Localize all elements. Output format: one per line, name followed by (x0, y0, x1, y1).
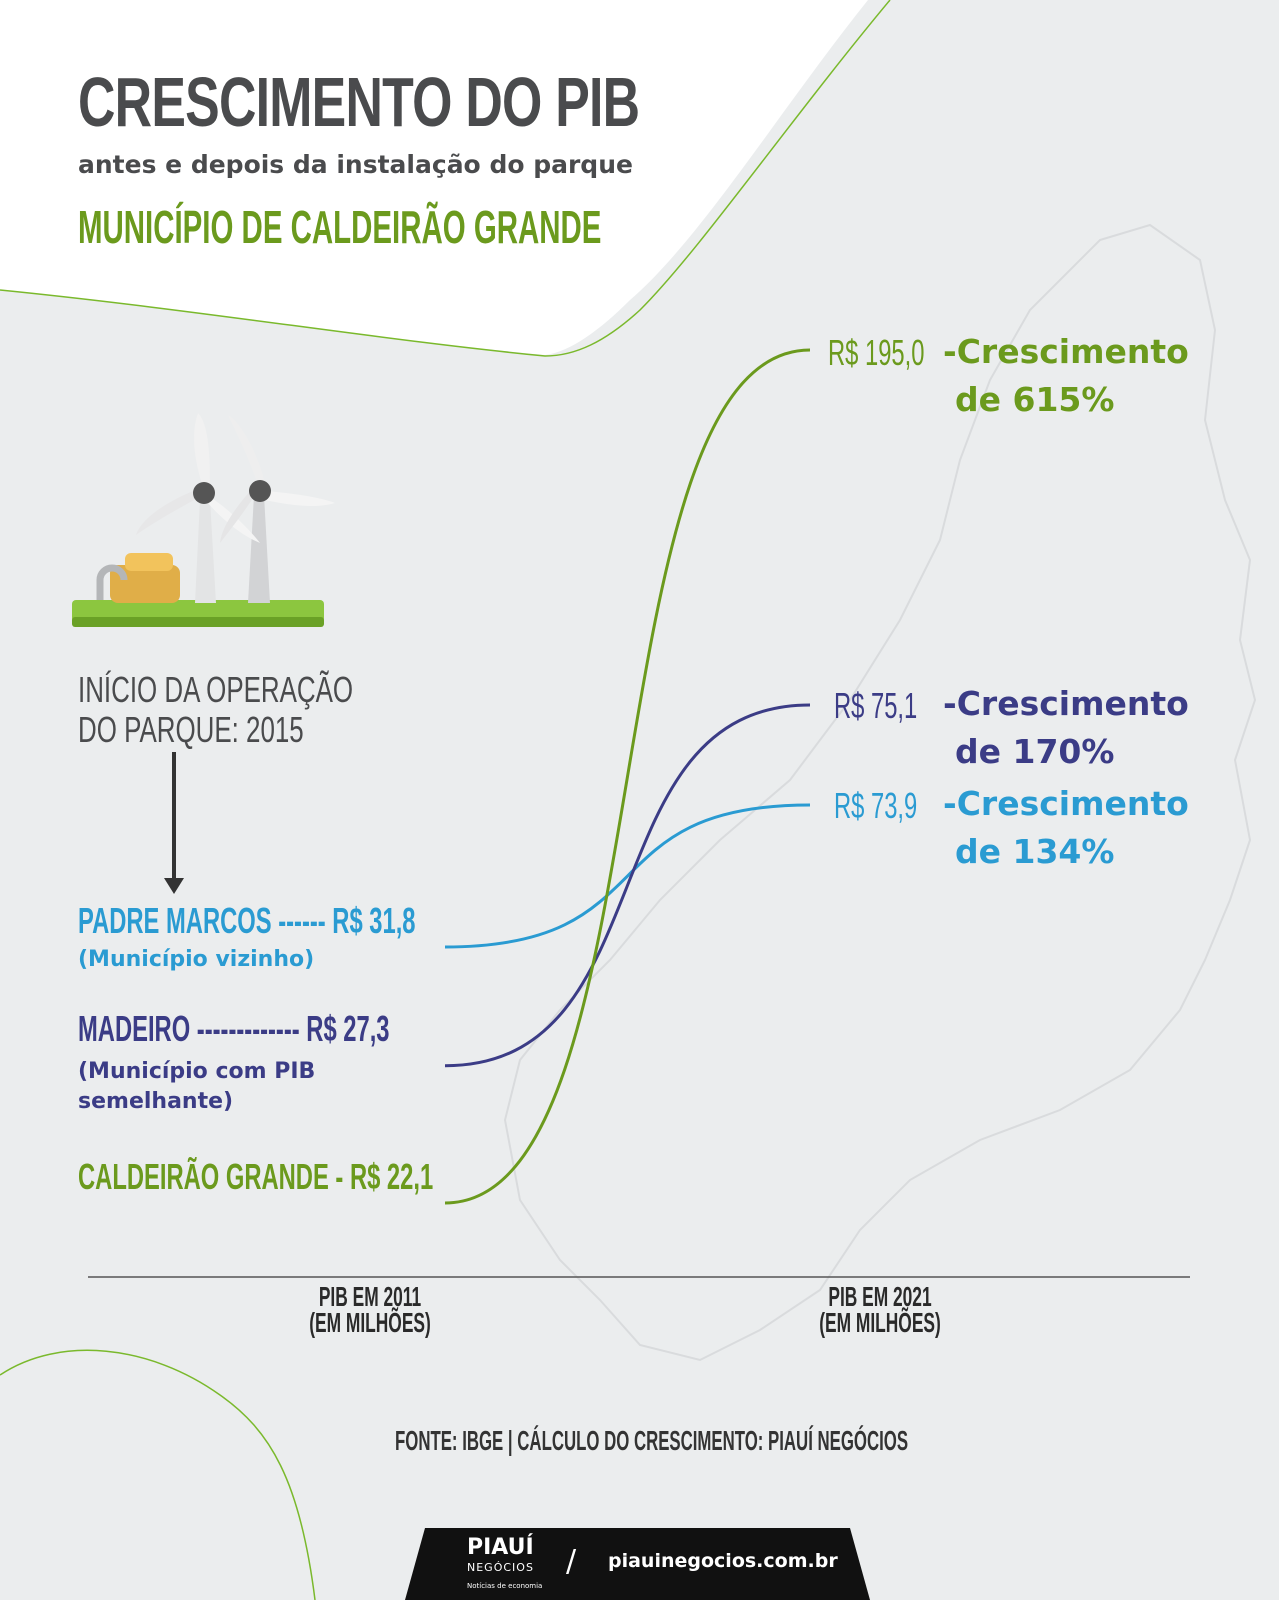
series-name: MADEIRO (78, 1008, 191, 1049)
value-label: R$ 22,1 (349, 1156, 434, 1197)
leader-dashes: ------------- (196, 1008, 300, 1049)
operation-start-line-1: INÍCIO DA OPERAÇÃO (78, 669, 354, 710)
value-label: R$ 27,3 (306, 1008, 390, 1049)
value-madeiro-2021: R$ 75,1 (834, 685, 918, 726)
municipality-heading: MUNICÍPIO DE CALDEIRÃO GRANDE (78, 201, 602, 253)
value-label: R$ 31,8 (332, 900, 416, 941)
header-white-panel (0, 0, 868, 355)
website-link[interactable]: piauinegocios.com.br (608, 1550, 838, 1572)
series-name: CALDEIRÃO GRANDE (78, 1156, 329, 1197)
growth-line-1: -Crescimento (943, 684, 1189, 723)
x-label-line-2: (EM MILHÕES) (819, 1307, 941, 1338)
header-accent-line (0, 0, 891, 357)
leader-dashes: - (335, 1156, 344, 1197)
logo-subtext: NEGÓCIOS (467, 1561, 534, 1574)
value-padre-marcos-2021: R$ 73,9 (834, 785, 918, 826)
x-label-2011: PIB EM 2011 (EM MILHÕES) (289, 1281, 450, 1338)
operation-start-label: INÍCIO DA OPERAÇÃO DO PARQUE: 2015 (78, 670, 353, 750)
series-line-2 (444, 348, 811, 1205)
page-title: CRESCIMENTO DO PIB (78, 63, 640, 141)
label-caldeirao-2011: CALDEIRÃO GRANDE - R$ 22,1 (78, 1156, 433, 1198)
note-padre-marcos: (Município vizinho) (78, 947, 315, 972)
x-label-line-1: PIB EM 2011 (318, 1281, 422, 1312)
note-madeiro: (Município com PIB semelhante) (78, 1057, 315, 1117)
growth-madeiro: -Crescimento de 170% (943, 680, 1189, 776)
growth-line-1: -Crescimento (943, 332, 1189, 371)
source-note: FONTE: IBGE | CÁLCULO DO CRESCIMENTO: PI… (395, 1425, 909, 1456)
leader-dashes: ------ (278, 900, 326, 941)
x-label-2021: PIB EM 2021 (EM MILHÕES) (799, 1281, 960, 1338)
note-line-1: (Município com PIB (78, 1059, 316, 1084)
growth-padre-marcos: -Crescimento de 134% (943, 780, 1189, 876)
footer-bar (405, 1528, 870, 1600)
footer-separator: / (566, 1544, 577, 1579)
map-outline (503, 223, 1257, 1362)
growth-line-2: de 170% (955, 732, 1115, 771)
x-label-line-1: PIB EM 2021 (828, 1281, 932, 1312)
arrow-down-icon (164, 752, 184, 894)
operation-start-line-2: DO PARQUE: 2015 (78, 709, 304, 750)
label-madeiro-2011: MADEIRO ------------- R$ 27,3 (78, 1008, 390, 1050)
x-label-line-2: (EM MILHÕES) (309, 1307, 431, 1338)
growth-line-2: de 615% (955, 380, 1115, 419)
series-line-1 (444, 703, 811, 1068)
bottom-accent-line (0, 1349, 316, 1600)
logo-text: PIAUÍ (467, 1535, 534, 1560)
logo-tagline: Notícias de economia (467, 1582, 543, 1590)
growth-caldeirao: -Crescimento de 615% (943, 328, 1189, 424)
wind-turbine-icon (72, 413, 335, 627)
label-padre-marcos-2011: PADRE MARCOS ------ R$ 31,8 (78, 900, 416, 942)
note-line-2: semelhante) (78, 1089, 234, 1114)
page-subtitle: antes e depois da instalação do parque (78, 150, 633, 179)
value-caldeirao-2021: R$ 195,0 (828, 332, 925, 373)
growth-line-1: -Crescimento (943, 784, 1189, 823)
growth-line-2: de 134% (955, 832, 1115, 871)
series-line-0 (444, 803, 811, 949)
series-name: PADRE MARCOS (78, 900, 272, 941)
